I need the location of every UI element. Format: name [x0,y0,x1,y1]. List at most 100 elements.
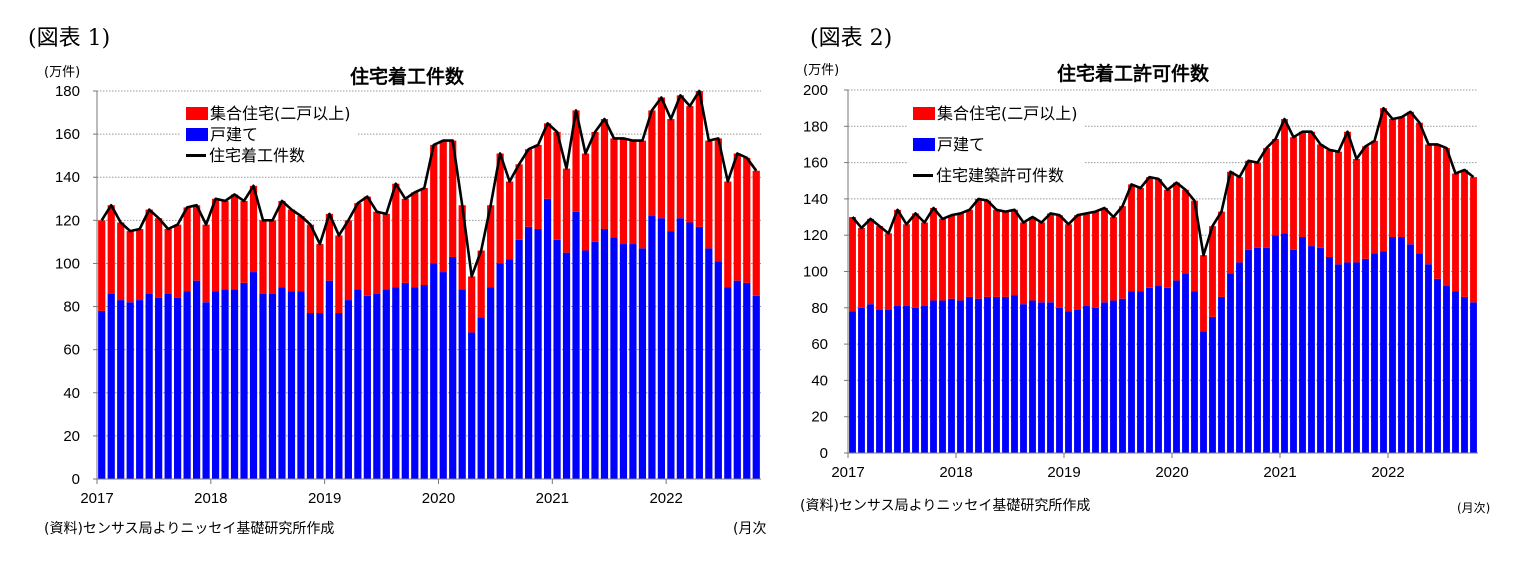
bar-single-family [1398,237,1405,453]
bar-single-family [363,295,371,479]
bar-multi-family [155,218,163,298]
bar-single-family [1371,253,1378,453]
bar-single-family [930,300,937,453]
bar-single-family [316,313,324,479]
bar-single-family [752,295,760,479]
bar-multi-family [1317,144,1324,248]
bar-multi-family [1353,158,1360,263]
y-tick-label: 80 [63,299,80,316]
bar-single-family [543,198,552,479]
y-tick-label: 180 [803,118,828,135]
bar-multi-family [1029,217,1036,301]
bar-multi-family [676,95,684,219]
x-axis-unit: (月次 [733,521,767,537]
y-tick-label: 140 [803,191,828,208]
bar-single-family [957,300,964,453]
bar-single-family [1155,286,1162,453]
bar-single-family [1317,247,1324,453]
bar-single-family [98,310,106,479]
bar-multi-family [1452,173,1459,292]
bar-single-family [1056,307,1063,453]
bar-single-family [430,263,438,479]
figure-label: (図表 2) [810,26,893,51]
y-tick-label: 100 [55,255,80,272]
bar-single-family [903,305,910,453]
legend-item-multi-family: 集合住宅(二戸以上) [186,103,351,124]
bar-multi-family [297,216,305,292]
bar-multi-family [1425,144,1432,265]
bar-multi-family [957,213,964,301]
bar-multi-family [1389,119,1396,238]
bar-multi-family [344,220,352,301]
bar-single-family [1020,304,1027,453]
y-tick-label: 160 [55,126,80,143]
bar-single-family [695,226,703,479]
bar-single-family [278,287,286,479]
bar-multi-family [1155,178,1162,287]
legend-label: 住宅着工件数 [209,146,306,165]
bar-multi-family [1074,215,1081,310]
y-tick-label: 20 [811,409,828,426]
bar-single-family [1281,233,1288,453]
bar-multi-family [912,213,919,308]
legend: 集合住宅(二戸以上) 戸建て 住宅建築許可件数 [907,96,1084,193]
bar-multi-family [1299,131,1306,238]
bar-multi-family [1119,206,1126,299]
bar-single-family [1272,235,1279,453]
bar-single-family [1299,237,1306,453]
bar-single-family [1137,291,1144,453]
source-note: (資料)センサス局よりニッセイ基礎研究所作成 [800,498,1091,514]
bar-single-family [1380,251,1387,453]
bar-multi-family [1416,122,1423,254]
bar-multi-family [411,192,419,288]
bar-multi-family [1038,222,1045,303]
bar-single-family [524,226,533,479]
bar-single-family [107,293,115,479]
bar-single-family [849,311,856,453]
bar-multi-family [1164,189,1171,288]
y-axis-unit: (万件) [803,63,840,78]
bar-multi-family [1101,207,1108,303]
bar-multi-family [1290,137,1297,250]
bar-multi-family [876,226,883,310]
bar-single-family [867,304,874,453]
bar-single-family [1254,247,1261,453]
bar-multi-family [610,138,618,238]
bar-multi-family [1344,131,1351,263]
bar-single-family [145,293,153,479]
bar-multi-family [733,153,741,281]
bar-multi-family [515,164,523,240]
bar-single-family [1362,258,1369,453]
bar-single-family [1425,264,1432,453]
bar-single-family [439,272,447,479]
x-tick-label: 2021 [1263,464,1296,481]
bar-single-family [1470,302,1477,453]
bar-single-family [1416,253,1423,453]
bar-single-family [1101,302,1108,453]
bar-multi-family [268,220,277,294]
bar-single-family [1146,287,1153,453]
bar-multi-family [1326,149,1333,257]
bar-single-family [183,291,191,479]
bar-multi-family [1398,117,1405,238]
bar-single-family [600,228,609,479]
x-tick-label: 2019 [1047,464,1080,481]
bar-single-family [1227,273,1234,453]
bar-single-family [724,287,732,479]
bar-multi-family [1209,226,1216,317]
y-tick-label: 0 [72,471,80,488]
bar-multi-family [1047,213,1054,303]
chart-title: 住宅着工件数 [350,66,465,88]
bar-multi-family [619,138,628,245]
bar-single-family [1110,300,1117,453]
bar-single-family [667,231,675,479]
bar-single-family [610,237,618,479]
y-tick-label: 180 [55,83,80,100]
bar-single-family [1353,262,1360,453]
bar-single-family [477,317,485,479]
bar-single-family [591,241,599,479]
bar-multi-family [885,233,892,310]
bar-single-family [1335,264,1342,453]
bar-multi-family [1263,148,1270,248]
bar-multi-family [278,200,286,288]
